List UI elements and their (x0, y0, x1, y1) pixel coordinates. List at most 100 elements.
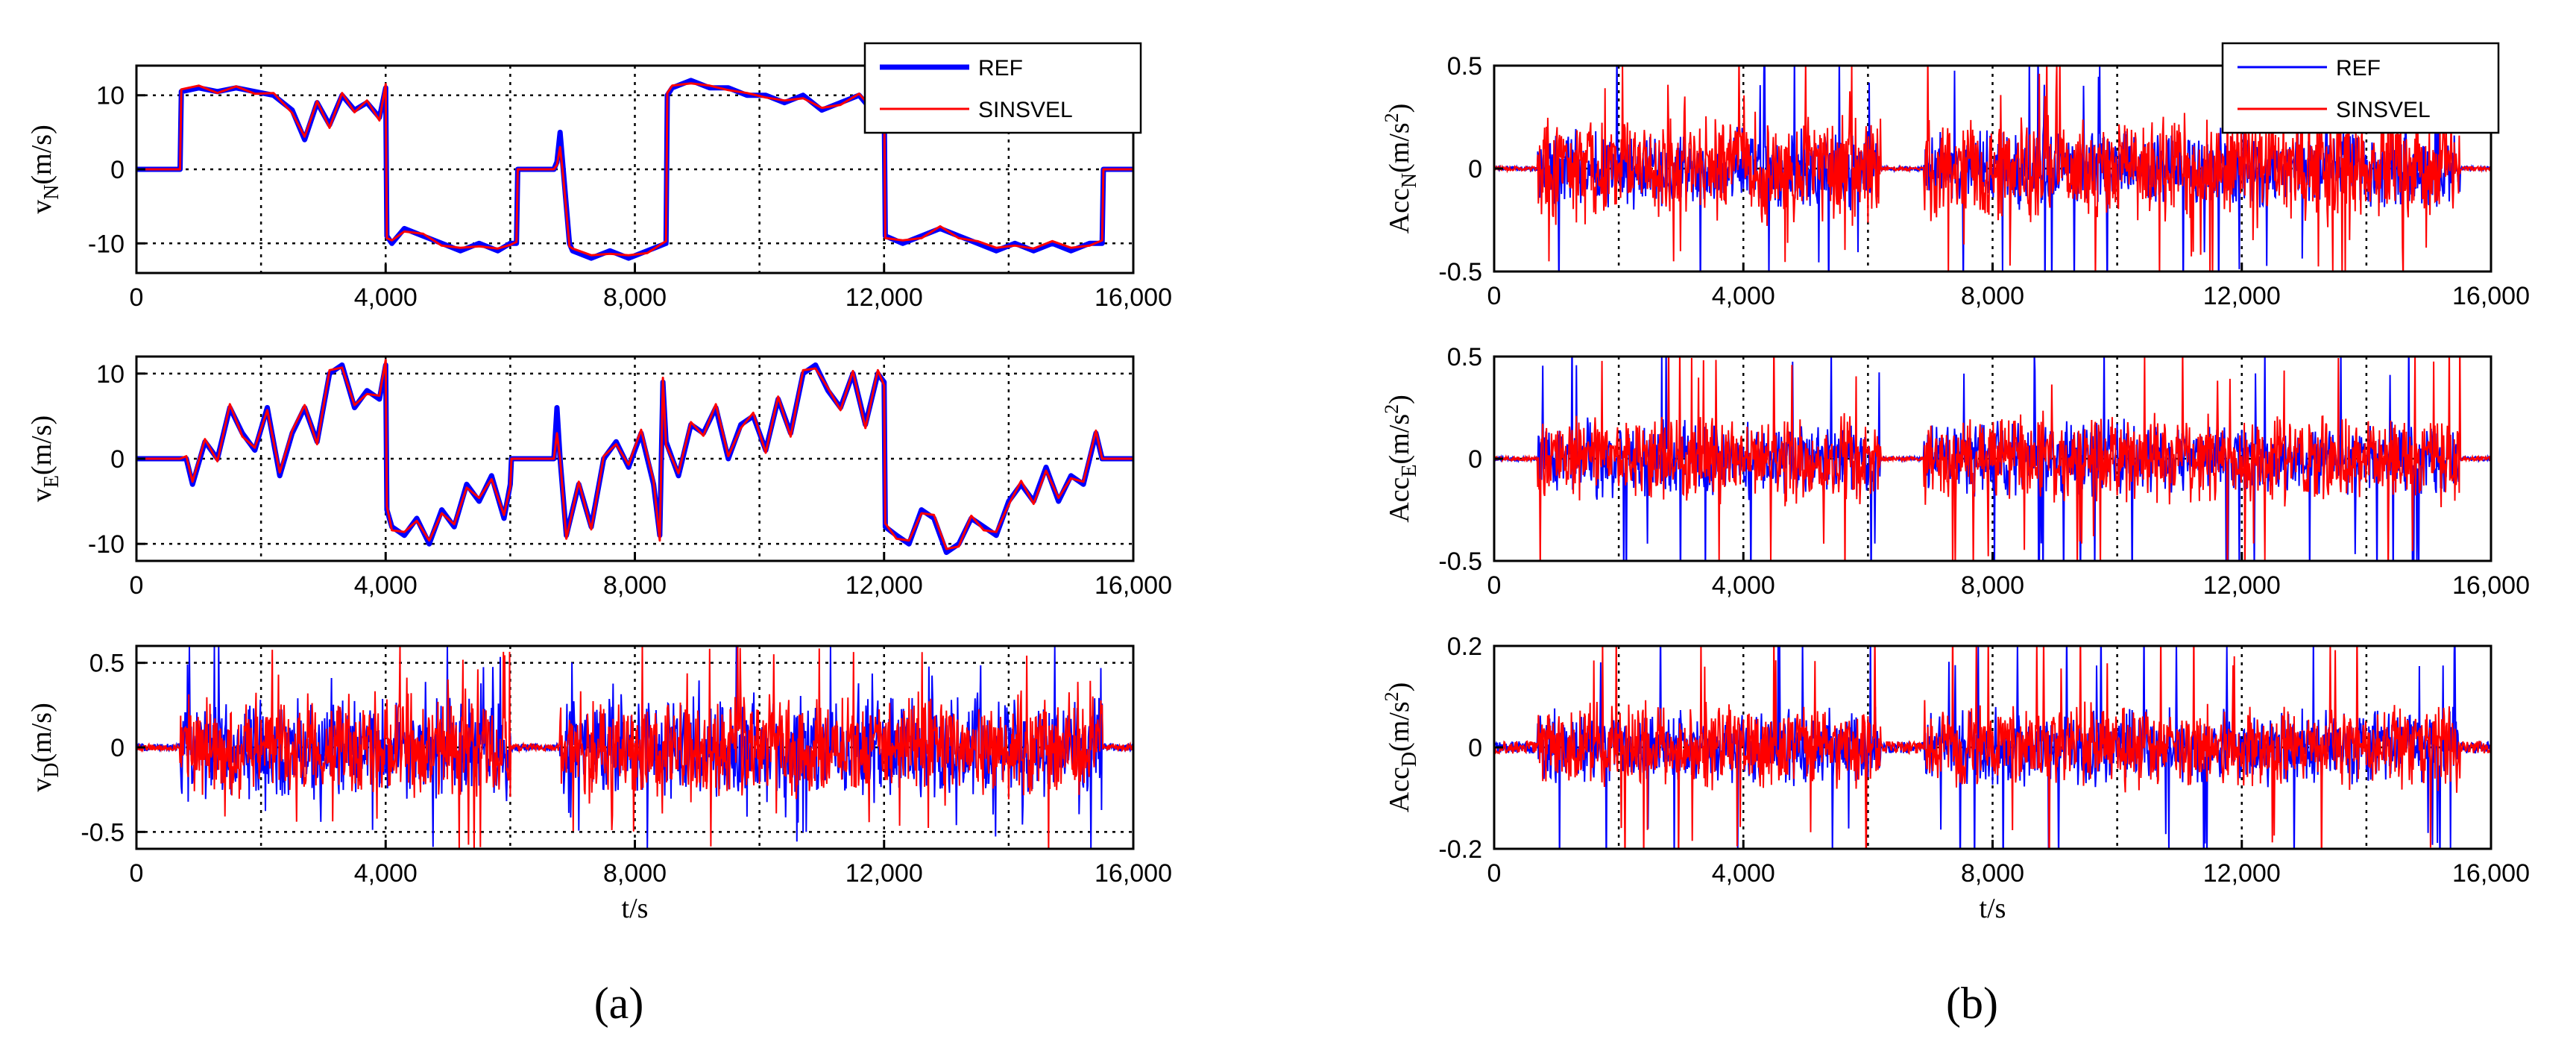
y-label-main: v (26, 488, 57, 502)
x-tick-label: 12,000 (845, 283, 923, 312)
chart-vN: 0 4,000 8,000 12,000 16,000-10010vN(m/s)REFS… (26, 42, 1172, 312)
y-label-close: ) (1384, 395, 1415, 404)
y-label-tail: (m/s) (26, 125, 57, 184)
y-tick-label: 0 (110, 734, 125, 762)
y-axis-label: vD(m/s) (26, 703, 63, 791)
y-label-main: Acc (1384, 188, 1415, 233)
y-label-main: Acc (1384, 767, 1415, 812)
y-label-tail: (m/s) (26, 415, 57, 475)
legend-label-ref: REF (2336, 56, 2381, 81)
y-axis-label: vN(m/s) (26, 125, 63, 213)
legend-box (863, 42, 1142, 134)
y-label-tail: (m/s (1384, 701, 1415, 752)
x-tick-label: 12,000 (2203, 571, 2281, 600)
y-label-main: v (26, 778, 57, 792)
x-tick-label: 12,000 (845, 859, 923, 888)
x-tick-label: 8,000 (603, 859, 667, 888)
x-axis-label: t/s (1980, 893, 2006, 924)
x-tick-label: 4,000 (354, 859, 418, 888)
chart-vD: 0 4,000 8,000 12,000 16,000-0.500.5vD(m/s)t/… (26, 644, 1172, 924)
legend-label-ref: REF (978, 56, 1023, 81)
x-tick-label: 16,000 (1095, 859, 1172, 888)
series-sinsvel-line (136, 359, 1133, 550)
y-axis-label: AccN(m/s2) (1381, 104, 1421, 234)
y-tick-label: -10 (88, 530, 125, 559)
x-tick-label: 0 (1487, 571, 1502, 600)
y-tick-label: -0.5 (1438, 258, 1482, 286)
y-tick-label: 0 (1468, 155, 1482, 183)
y-label-main: Acc (1384, 477, 1415, 523)
x-tick-label: 0 (1487, 859, 1502, 888)
y-tick-label: -0.5 (1438, 547, 1482, 576)
plots-layer: 0 4,000 8,000 12,000 16,000-10010vN(m/s)REFS… (26, 42, 2530, 924)
y-axis-label: AccD(m/s2) (1381, 682, 1421, 813)
y-label-main: v (26, 200, 57, 214)
y-label-sub: D (1398, 752, 1421, 767)
y-tick-label: 0 (1468, 445, 1482, 474)
y-label-tail: (m/s (1384, 122, 1415, 173)
y-label-sup: 2 (1381, 691, 1402, 701)
x-tick-label: 4,000 (354, 283, 418, 312)
y-tick-label: -0.2 (1438, 835, 1482, 864)
chart-accD: 0 4,000 8,000 12,000 16,000-0.200.2AccD(m/s2… (1381, 633, 2530, 924)
y-label-close: ) (1384, 104, 1415, 113)
y-tick-label: 0.2 (1447, 633, 1482, 661)
y-tick-label: 0 (1468, 734, 1482, 762)
x-axis-label: t/s (622, 893, 649, 924)
x-tick-label: 12,000 (845, 571, 923, 600)
x-tick-label: 16,000 (2452, 571, 2530, 600)
y-label-sup: 2 (1381, 113, 1402, 122)
y-tick-label: 0.5 (1447, 343, 1482, 371)
y-label-tail: (m/s) (26, 703, 57, 762)
x-tick-label: 4,000 (1712, 282, 1775, 310)
x-tick-label: 0 (130, 571, 144, 600)
x-tick-label: 12,000 (2203, 282, 2281, 310)
y-axis-label: vE(m/s) (26, 415, 63, 502)
y-tick-label: -10 (88, 230, 125, 258)
series-sinsvel-line (136, 82, 1133, 257)
y-tick-label: 0.5 (89, 650, 125, 678)
legend-label-sinsvel: SINSVEL (978, 98, 1073, 122)
x-tick-label: 16,000 (2452, 859, 2530, 888)
chart-accN: 0 4,000 8,000 12,000 16,000-0.500.5AccN(m/s2… (1381, 42, 2530, 310)
panel-label-a: (a) (594, 979, 644, 1028)
x-tick-label: 8,000 (1961, 859, 2024, 888)
y-tick-label: 0.5 (1447, 52, 1482, 81)
y-label-sub: N (40, 184, 63, 199)
series-sinsvel-line (1494, 357, 2491, 561)
y-tick-label: 0 (110, 445, 125, 474)
x-tick-label: 8,000 (1961, 571, 2024, 600)
x-tick-label: 16,000 (1095, 571, 1172, 600)
x-tick-label: 4,000 (354, 571, 418, 600)
series-sinsvel-line (1494, 646, 2491, 849)
x-tick-label: 8,000 (603, 571, 667, 600)
legend-label-sinsvel: SINSVEL (2336, 98, 2431, 122)
legend: REF SINSVEL (2221, 42, 2500, 134)
x-tick-label: 0 (1487, 282, 1502, 310)
y-label-close: ) (1384, 682, 1415, 692)
x-tick-label: 16,000 (1095, 283, 1172, 312)
series-sinsvel-line (136, 646, 1133, 849)
y-label-sub: E (40, 475, 63, 488)
chart-accE: 0 4,000 8,000 12,000 16,000-0.500.5AccE(m/s2… (1381, 343, 2530, 600)
legend-box (2221, 42, 2500, 134)
y-tick-label: 10 (96, 82, 125, 110)
x-tick-label: 4,000 (1712, 571, 1775, 600)
x-tick-label: 12,000 (2203, 859, 2281, 888)
x-tick-label: 0 (130, 283, 144, 312)
legend: REF SINSVEL (863, 42, 1142, 134)
x-tick-label: 0 (130, 859, 144, 888)
y-label-sub: D (40, 762, 63, 777)
x-tick-label: 8,000 (1961, 282, 2024, 310)
x-tick-label: 4,000 (1712, 859, 1775, 888)
y-tick-label: 0 (110, 156, 125, 184)
y-tick-label: 10 (96, 360, 125, 389)
y-tick-label: -0.5 (81, 818, 125, 847)
x-tick-label: 16,000 (2452, 282, 2530, 310)
panel-label-b: (b) (1946, 979, 1998, 1028)
y-label-sub: E (1398, 464, 1421, 477)
y-label-sub: N (1398, 173, 1421, 188)
series-sinsvel-line (1494, 66, 2491, 272)
